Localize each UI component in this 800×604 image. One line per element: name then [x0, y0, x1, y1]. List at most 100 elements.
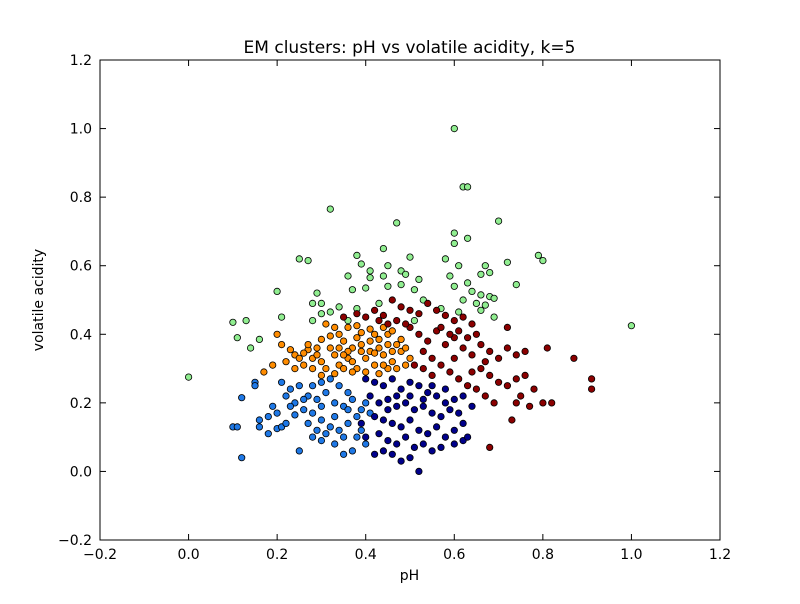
scatter-point-cluster-5	[450, 440, 458, 448]
scatter-point-cluster-2	[291, 364, 299, 373]
scatter-point-cluster-3	[472, 330, 480, 338]
scatter-point-cluster-1	[384, 282, 392, 290]
scatter-point-cluster-5	[393, 392, 401, 400]
scatter-point-cluster-2	[353, 334, 361, 342]
scatter-point-cluster-5	[428, 409, 436, 417]
scatter-point-cluster-3	[419, 347, 427, 355]
scatter-point-cluster-1	[450, 282, 458, 290]
scatter-point-cluster-1	[455, 308, 463, 316]
scatter-point-cluster-5	[379, 416, 387, 424]
scatter-point-cluster-4	[313, 395, 321, 403]
scatter-point-cluster-3	[521, 347, 529, 355]
scatter-point-cluster-4	[277, 378, 286, 386]
scatter-point-cluster-2	[393, 364, 401, 373]
data-points	[185, 125, 636, 475]
scatter-point-cluster-4	[308, 433, 317, 441]
scatter-point-cluster-2	[269, 361, 277, 369]
scatter-point-cluster-3	[587, 375, 596, 383]
scatter-point-cluster-2	[304, 340, 312, 349]
scatter-point-cluster-4	[326, 423, 334, 431]
y-tick-label: −0.2	[58, 533, 92, 549]
y-tick-group: −0.2 0.0 0.2 0.4 0.6 0.8 1.0 1.2	[58, 53, 720, 549]
scatter-point-cluster-1	[393, 219, 401, 227]
scatter-point-cluster-5	[384, 395, 392, 403]
scatter-point-cluster-2	[370, 330, 379, 338]
scatter-point-cluster-2	[379, 351, 387, 359]
scatter-point-cluster-4	[344, 388, 352, 397]
scatter-point-cluster-2	[362, 354, 370, 362]
scatter-point-cluster-5	[446, 406, 454, 414]
scatter-point-cluster-4	[264, 430, 272, 438]
scatter-point-cluster-3	[543, 344, 551, 352]
scatter-point-cluster-1	[539, 256, 547, 265]
scatter-point-cluster-3	[424, 299, 432, 307]
scatter-point-cluster-4	[300, 406, 308, 414]
scatter-point-cluster-5	[437, 412, 445, 421]
scatter-point-cluster-1	[410, 316, 418, 325]
scatter-point-cluster-1	[366, 274, 374, 282]
scatter-point-cluster-5	[450, 426, 458, 434]
scatter-point-cluster-2	[322, 320, 330, 328]
scatter-point-cluster-2	[322, 364, 330, 373]
scatter-point-cluster-3	[463, 382, 472, 390]
scatter-point-cluster-2	[375, 335, 383, 343]
scatter-point-cluster-2	[366, 337, 374, 345]
scatter-point-cluster-5	[379, 382, 387, 390]
scatter-point-cluster-5	[375, 430, 383, 438]
scatter-point-cluster-4	[331, 412, 339, 421]
scatter-point-cluster-5	[450, 395, 458, 403]
scatter-point-cluster-2	[295, 354, 303, 362]
scatter-point-cluster-3	[503, 323, 511, 331]
scatter-point-cluster-5	[455, 409, 463, 417]
scatter-point-cluster-2	[388, 347, 396, 355]
scatter-point-cluster-1	[459, 296, 467, 304]
scatter-point-cluster-1	[455, 262, 463, 270]
scatter-point-cluster-1	[490, 294, 498, 302]
scatter-point-cluster-1	[247, 344, 255, 352]
y-axis-label: volatile acidity	[31, 249, 47, 351]
scatter-point-cluster-2	[300, 349, 308, 357]
scatter-point-cluster-2	[282, 358, 290, 366]
y-tick-label: 1.0	[70, 122, 92, 138]
scatter-point-cluster-1	[486, 268, 494, 277]
scatter-point-cluster-3	[415, 310, 423, 318]
scatter-point-cluster-3	[459, 313, 467, 321]
y-tick-label: 0.0	[70, 464, 92, 480]
scatter-point-cluster-1	[362, 284, 370, 292]
scatter-point-cluster-5	[393, 402, 401, 410]
scatter-point-cluster-2	[331, 370, 339, 378]
scatter-point-cluster-3	[463, 334, 472, 342]
scatter-point-cluster-4	[348, 395, 356, 403]
scatter-point-cluster-4	[282, 392, 290, 400]
scatter-point-cluster-2	[388, 327, 396, 335]
x-tick-label: −0.2	[83, 547, 117, 563]
scatter-point-cluster-4	[264, 412, 272, 421]
scatter-point-cluster-4	[313, 426, 321, 434]
scatter-point-cluster-2	[335, 330, 343, 338]
scatter-point-cluster-4	[238, 454, 246, 462]
scatter-point-cluster-1	[494, 217, 503, 225]
scatter-point-cluster-1	[503, 258, 511, 266]
scatter-point-cluster-5	[357, 419, 365, 427]
scatter-point-cluster-2	[344, 323, 352, 331]
scatter-point-cluster-3	[446, 330, 454, 338]
scatter-point-cluster-1	[344, 272, 352, 280]
scatter-point-cluster-5	[379, 447, 387, 455]
scatter-point-cluster-5	[415, 467, 423, 475]
scatter-point-cluster-1	[477, 270, 485, 278]
scatter-point-cluster-3	[441, 311, 449, 319]
scatter-point-cluster-4	[335, 426, 343, 434]
scatter-point-cluster-3	[455, 327, 463, 335]
scatter-point-cluster-1	[313, 289, 321, 297]
scatter-point-cluster-5	[441, 399, 449, 407]
scatter-point-cluster-5	[406, 454, 414, 462]
scatter-point-cluster-1	[481, 262, 489, 270]
x-tick-label: 1.0	[620, 547, 642, 563]
scatter-point-cluster-4	[295, 382, 303, 390]
scatter-point-cluster-1	[410, 286, 418, 294]
scatter-point-cluster-2	[406, 354, 414, 362]
x-tick-label: 0.2	[266, 547, 288, 563]
scatter-point-cluster-2	[317, 371, 325, 379]
scatter-point-cluster-2	[384, 340, 392, 349]
